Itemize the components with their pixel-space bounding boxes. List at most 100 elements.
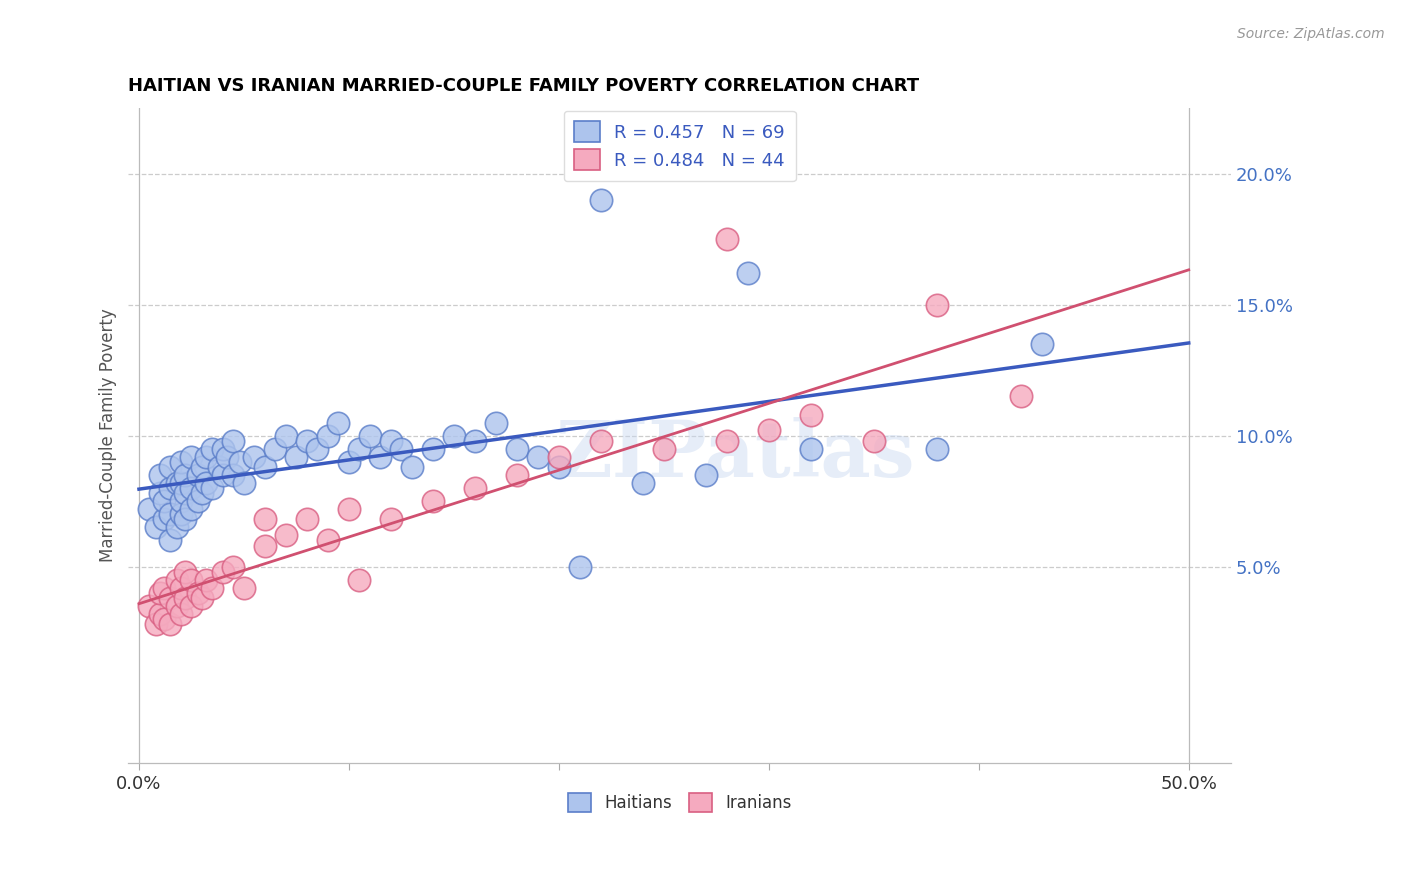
Point [1010,389,1032,403]
Point [253,460,276,475]
Point [180,450,202,464]
Point [174,591,197,605]
Point [316,533,339,548]
Point [153,494,176,508]
Point [737,266,759,280]
Point [149,586,172,600]
Point [253,512,276,526]
Point [1031,337,1053,351]
Point [208,460,231,475]
Point [652,442,675,456]
Y-axis label: Married-Couple Family Poverty: Married-Couple Family Poverty [100,309,117,563]
Point [464,434,486,448]
Point [253,539,276,553]
Point [153,612,176,626]
Point [370,450,392,464]
Point [233,581,256,595]
Point [222,559,245,574]
Point [925,442,948,456]
Point [187,586,209,600]
Point [222,467,245,482]
Point [138,599,160,613]
Legend: Haitians, Iranians: Haitians, Iranians [560,784,800,821]
Point [217,450,239,464]
Point [187,494,209,508]
Point [174,486,197,500]
Point [285,450,308,464]
Point [862,434,884,448]
Point [159,460,181,475]
Point [389,442,412,456]
Point [716,434,738,448]
Point [159,481,181,495]
Point [307,442,329,456]
Point [170,607,193,621]
Point [264,442,287,456]
Point [212,442,235,456]
Point [159,617,181,632]
Point [201,442,224,456]
Point [631,475,654,490]
Point [149,607,172,621]
Point [316,428,339,442]
Text: HAITIAN VS IRANIAN MARRIED-COUPLE FAMILY POVERTY CORRELATION CHART: HAITIAN VS IRANIAN MARRIED-COUPLE FAMILY… [128,78,920,95]
Point [485,416,508,430]
Point [337,502,360,516]
Point [180,481,202,495]
Point [180,599,202,613]
Point [359,428,381,442]
Point [274,528,297,542]
Point [170,455,193,469]
Point [547,460,569,475]
Point [153,581,176,595]
Point [222,434,245,448]
Point [464,481,486,495]
Point [589,434,612,448]
Point [758,423,780,437]
Point [243,450,266,464]
Point [159,591,181,605]
Point [166,599,188,613]
Text: ZIPatlas: ZIPatlas [555,417,914,493]
Point [195,573,218,587]
Point [159,533,181,548]
Point [229,455,252,469]
Point [201,581,224,595]
Point [349,442,371,456]
Point [422,494,444,508]
Point [166,573,188,587]
Point [180,573,202,587]
Point [443,428,465,442]
Point [695,467,717,482]
Point [422,442,444,456]
Point [506,442,529,456]
Text: Source: ZipAtlas.com: Source: ZipAtlas.com [1237,27,1385,41]
Point [170,475,193,490]
Point [212,565,235,579]
Point [527,450,550,464]
Point [337,455,360,469]
Point [191,486,214,500]
Point [166,520,188,534]
Point [274,428,297,442]
Point [349,573,371,587]
Point [174,512,197,526]
Point [145,520,167,534]
Point [295,434,318,448]
Point [212,467,235,482]
Point [187,467,209,482]
Point [547,450,569,464]
Point [153,512,176,526]
Point [191,460,214,475]
Point [401,460,423,475]
Point [174,565,197,579]
Point [191,591,214,605]
Point [800,442,823,456]
Point [159,507,181,521]
Point [328,416,350,430]
Point [295,512,318,526]
Point [170,507,193,521]
Point [174,467,197,482]
Point [233,475,256,490]
Point [506,467,529,482]
